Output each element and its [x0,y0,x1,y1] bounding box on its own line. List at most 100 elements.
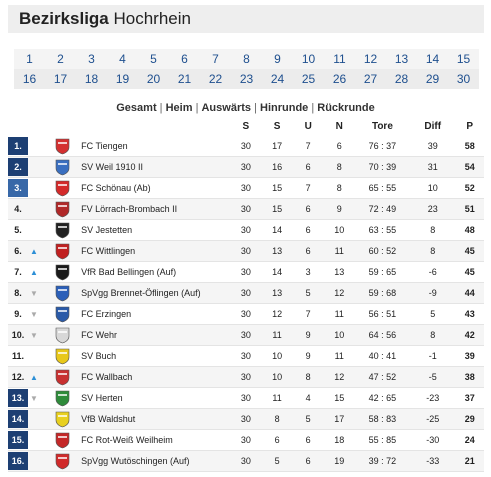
round-link[interactable]: 11 [333,52,346,66]
round-link[interactable]: 4 [119,52,126,66]
table-row[interactable]: 5. SV Jestetten 30 14 6 10 63 : 55 8 48 [8,219,484,241]
round-link[interactable]: 3 [88,52,95,66]
goal-difference: 8 [409,324,456,346]
round-link[interactable]: 23 [239,72,254,86]
club-crest-icon[interactable] [54,285,71,302]
table-row[interactable]: 4. FV Lörrach-Brombach II 30 15 6 9 72 : 49 23 5… [8,198,484,220]
round-link[interactable]: 25 [301,72,316,86]
table-row[interactable]: 3. FC Schönau (Ab) 30 15 7 8 65 : 55 10 52 [8,177,484,199]
club-crest-icon[interactable] [54,411,71,428]
table-row[interactable]: 6. ▲ FC Wittlingen 30 13 6 11 60 : 52 8 45 [8,240,484,262]
round-link[interactable]: 28 [394,72,409,86]
round-link[interactable]: 22 [208,72,223,86]
goals-ratio: 55 : 85 [354,429,410,451]
logo-cell [46,324,80,346]
table-row[interactable]: 10. ▼ FC Wehr 30 11 9 10 64 : 56 8 42 [8,324,484,346]
mode-rueckrunde[interactable]: Rückrunde [317,102,375,114]
round-link[interactable]: 21 [177,72,192,86]
team-name-link[interactable]: SV Herten [79,387,231,409]
team-name-link[interactable]: SpVgg Brennet-Öflingen (Auf) [79,282,231,304]
table-row[interactable]: 12. ▲ FC Wallbach 30 10 8 12 47 : 52 -5 38 [8,366,484,388]
round-link[interactable]: 5 [150,52,157,66]
table-row[interactable]: 7. ▲ VfR Bad Bellingen (Auf) 30 14 3 13 59 : 65… [8,261,484,283]
round-link[interactable]: 18 [84,72,99,86]
round-link[interactable]: 17 [53,72,68,86]
round-link[interactable]: 8 [243,52,250,66]
rank-badge: 16. [8,452,28,470]
games-won: 11 [261,387,293,409]
round-link[interactable]: 30 [456,72,471,86]
mode-separator: | [195,102,202,114]
table-row[interactable]: 16. SpVgg Wutöschingen (Auf) 30 5 6 19 39 : 72… [8,450,484,472]
club-crest-icon[interactable] [54,327,71,344]
club-crest-icon[interactable] [54,243,71,260]
round-link[interactable]: 1 [26,52,33,66]
round-link[interactable]: 9 [274,52,281,66]
team-name-link[interactable]: FC Rot-Weiß Weilheim [79,429,231,451]
table-row[interactable]: 11. SV Buch 30 10 9 11 40 : 41 -1 39 [8,345,484,367]
mode-hinrunde[interactable]: Hinrunde [260,102,309,114]
club-crest-icon[interactable] [54,306,71,323]
club-crest-icon[interactable] [54,222,71,239]
round-link[interactable]: 2 [57,52,64,66]
round-link[interactable]: 19 [115,72,130,86]
round-link[interactable]: 12 [363,52,378,66]
table-row[interactable]: 1. FC Tiengen 30 17 7 6 76 : 37 39 58 [8,136,484,157]
club-crest-icon[interactable] [54,201,71,218]
team-name-link[interactable]: SV Weil 1910 II [79,156,231,178]
games-lost: 6 [323,136,355,157]
club-crest-icon[interactable] [54,432,71,449]
team-name-link[interactable]: FC Wittlingen [79,240,231,262]
team-name-link[interactable]: FV Lörrach-Brombach II [79,198,231,220]
round-link[interactable]: 16 [22,72,37,86]
goal-difference: -1 [409,345,456,367]
club-crest-icon[interactable] [54,264,71,281]
team-name-link[interactable]: SpVgg Wutöschingen (Auf) [79,450,231,472]
round-link[interactable]: 14 [425,52,440,66]
table-row[interactable]: 13. ▼ SV Herten 30 11 4 15 42 : 65 -23 37 [8,387,484,409]
team-name-link[interactable]: FC Wallbach [79,366,231,388]
col-played: S [242,120,250,132]
round-link[interactable]: 20 [146,72,161,86]
games-played: 30 [230,324,262,346]
team-name-link[interactable]: FC Erzingen [79,303,231,325]
table-row[interactable]: 8. ▼ SpVgg Brennet-Öflingen (Auf) 30 13 5 12 59… [8,282,484,304]
round-link[interactable]: 6 [181,52,188,66]
team-name-link[interactable]: SV Buch [79,345,231,367]
round-link[interactable]: 29 [425,72,440,86]
team-name-link[interactable]: FC Tiengen [79,136,231,157]
round-link[interactable]: 7 [212,52,219,66]
club-crest-icon[interactable] [54,138,71,155]
round-link[interactable]: 27 [363,72,378,86]
club-crest-icon[interactable] [54,348,71,365]
team-name-link[interactable]: VfR Bad Bellingen (Auf) [79,261,231,283]
team-name-link[interactable]: FC Schönau (Ab) [79,177,231,199]
mode-gesamt[interactable]: Gesamt [116,102,157,114]
team-name-link[interactable]: SV Jestetten [79,219,231,241]
games-played: 30 [230,177,262,199]
club-crest-icon[interactable] [54,390,71,407]
round-link[interactable]: 10 [301,52,316,66]
table-row[interactable]: 14. VfB Waldshut 30 8 5 17 58 : 83 -25 29 [8,408,484,430]
club-crest-icon[interactable] [54,453,71,470]
goals-ratio: 70 : 39 [354,156,410,178]
round-link[interactable]: 15 [456,52,471,66]
table-row[interactable]: 9. ▼ FC Erzingen 30 12 7 11 56 : 51 5 43 [8,303,484,325]
team-name-link[interactable]: VfB Waldshut [79,408,231,430]
club-crest-icon[interactable] [54,369,71,386]
mode-auswaerts[interactable]: Auswärts [201,102,252,114]
club-crest-icon[interactable] [54,180,71,197]
col-goals: Tore [371,120,393,132]
logo-cell [46,387,80,409]
table-row[interactable]: 2. SV Weil 1910 II 30 16 6 8 70 : 39 31 54 [8,156,484,178]
mode-heim[interactable]: Heim [165,102,193,114]
logo-cell [46,240,80,262]
team-name-link[interactable]: FC Wehr [79,324,231,346]
rank-cell: 2. [8,156,47,178]
round-link[interactable]: 26 [332,72,347,86]
round-link[interactable]: 13 [394,52,409,66]
table-row[interactable]: 15. FC Rot-Weiß Weilheim 30 6 6 18 55 : 85 -30 2… [8,429,484,451]
club-crest-icon[interactable] [54,159,71,176]
goal-difference: -6 [409,261,456,283]
round-link[interactable]: 24 [270,72,285,86]
